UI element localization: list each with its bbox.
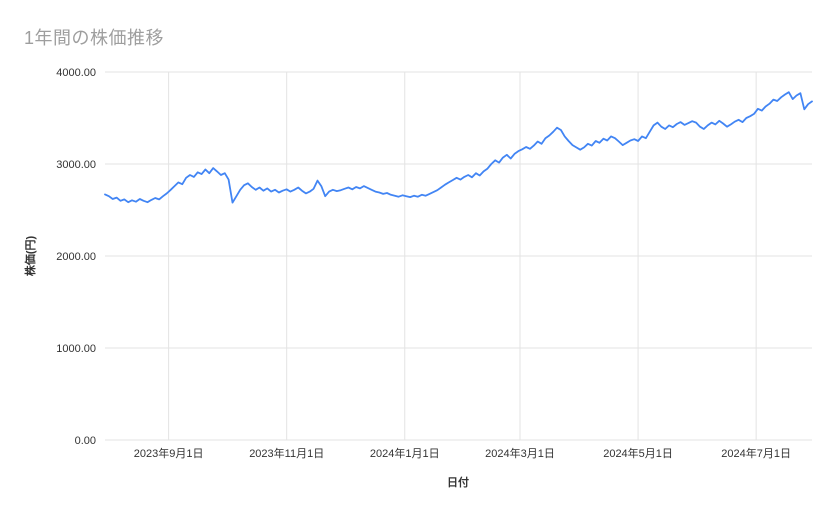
x-tick-label: 2024年7月1日 [721, 446, 791, 460]
y-tick-label: 2000.00 [56, 251, 96, 263]
x-tick-label: 2024年1月1日 [370, 446, 440, 460]
y-tick-label: 4000.00 [56, 67, 96, 79]
x-axis-title: 日付 [447, 477, 469, 489]
x-tick-label: 2024年3月1日 [485, 446, 555, 460]
x-tick-label: 2024年5月1日 [603, 446, 673, 460]
y-tick-label: 1000.00 [56, 343, 96, 355]
chart-title: 1年間の株価推移 [24, 28, 165, 48]
price-line-series [104, 91, 813, 204]
y-tick-label: 0.00 [75, 435, 96, 447]
y-tick-label: 3000.00 [56, 159, 96, 171]
x-tick-label: 2023年11月1日 [249, 446, 324, 460]
x-tick-label: 2023年9月1日 [134, 446, 204, 460]
